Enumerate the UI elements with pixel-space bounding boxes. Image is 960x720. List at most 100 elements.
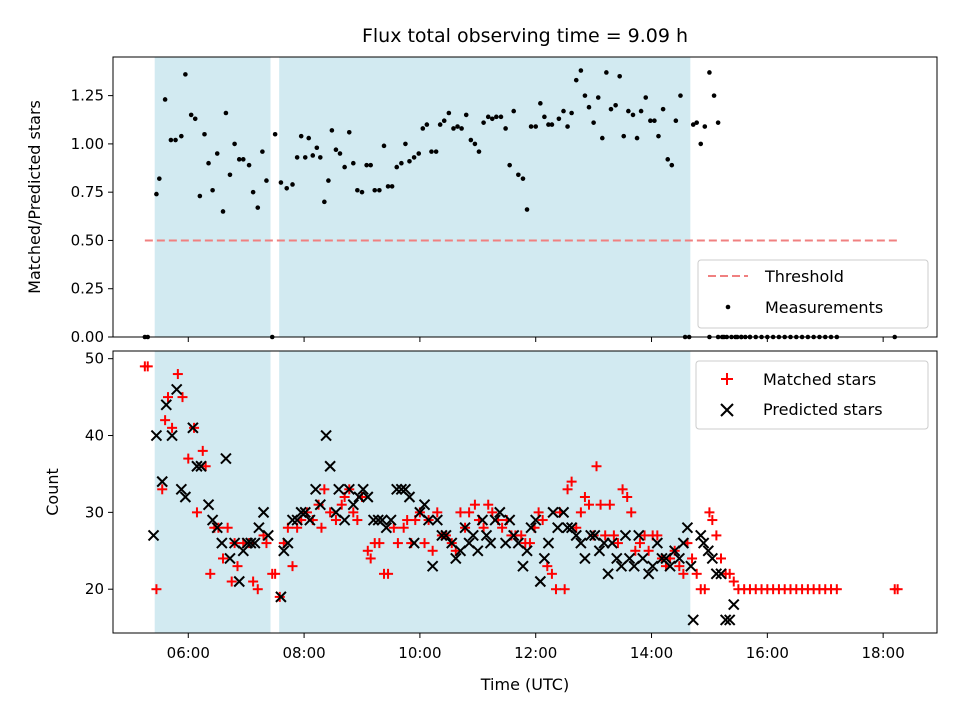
matched-star-point [562,484,573,495]
measurement-point [542,114,547,120]
measurement-point [385,184,391,189]
x-tick-label: 08:00 [282,644,325,662]
predicted-star-point [706,552,719,565]
measurement-point [711,93,717,98]
legend-predicted-label: Predicted stars [763,400,883,419]
y-tick-label: 0.75 [71,183,104,201]
matched-star-point [432,507,443,518]
measurement-point [459,126,464,131]
matched-star-point [691,568,702,579]
y-tick-label: 0.00 [71,328,104,346]
predicted-star-point [160,399,172,411]
measurement-point [284,186,290,191]
predicted-star-point [719,614,732,626]
measurement-point [561,108,566,114]
measurement-point [648,118,653,124]
measurement-point [690,122,696,127]
matched-star-point [325,507,336,518]
matched-star-point [362,545,373,556]
measurement-point [569,110,574,116]
measurement-point [298,133,304,139]
measurement-point [538,101,543,106]
measurement-point [498,114,504,120]
predicted-star-point [538,552,551,565]
predicted-star-point [211,522,223,534]
measurement-point [437,122,443,127]
measurement-point [342,164,347,170]
predicted-star-point [253,522,265,534]
predicted-star-point [220,452,232,465]
measurement-point [586,104,592,110]
matched-star-point [707,515,718,526]
measurement-point [318,155,323,160]
matched-star-point [244,538,255,549]
predicted-star-point [715,568,727,580]
predicted-star-point [697,537,710,549]
bottom-legend-box [695,360,929,430]
y-tick-label: 1.00 [71,135,104,153]
measurement-point [154,191,159,197]
measurement-point [481,120,486,125]
matched-star-point [652,530,663,541]
matched-star-point [711,530,722,541]
predicted-star-point [557,506,570,519]
y-tick-label: 0.25 [71,280,104,298]
bottom-panel: 06:00 08:00 10:00 12:00 14:00 16:00 18:00 20 30 4… [43,350,938,694]
measurement-point [608,106,614,112]
measurement-point [707,70,712,75]
measurement-point [236,157,242,162]
measurement-point [188,112,194,118]
matched-star-point [172,369,183,380]
measurement-point [694,120,699,125]
matched-star-point [319,484,330,495]
predicted-star-point [408,537,420,549]
matched-star-point [419,538,430,549]
predicted-star-point [385,514,397,526]
measurement-point [511,108,517,114]
measurement-point [507,162,512,168]
predicted-star-point [530,514,542,526]
measurement-point [472,141,478,147]
measurement-point [595,95,601,100]
predicted-star-point [275,591,287,603]
matched-star-point [497,522,508,533]
measurement-point [333,147,339,152]
predicted-star-point [517,560,529,572]
predicted-star-point [484,537,497,549]
matched-star-point [674,561,685,572]
predicted-star-point [391,483,403,496]
measurement-point [573,77,579,83]
measurement-point [549,122,555,127]
bottom-axes-frame [112,350,938,634]
measurement-point [621,133,627,139]
x-tick-label: 16:00 [746,644,789,662]
y-tick-label: 30 [85,503,104,521]
matched-star-point [678,568,689,579]
measurement-point [643,95,649,100]
bottom-ylabel: Count [43,468,62,516]
matched-star-point [687,553,698,564]
y-tick-label: 50 [85,350,104,368]
matched-star-point [261,538,272,549]
matched-star-point [622,491,633,502]
measurement-point [359,189,365,195]
predicted-star-point [422,514,435,526]
measurement-point [516,172,521,178]
legend-threshold-label: Threshold [764,267,844,286]
predicted-star-point [637,552,649,565]
matched-star-point [455,507,466,518]
matched-star-point [348,507,359,518]
predicted-star-point [467,529,479,542]
predicted-star-point [320,429,332,442]
x-tick-label: 06:00 [167,644,210,662]
measurement-point [351,160,356,166]
measurement-point [346,130,352,135]
measurement-point [698,141,704,147]
measurement-point [250,189,256,195]
predicted-star-point [245,537,257,549]
matched-star-point [313,499,324,510]
predicted-star-point [278,545,290,557]
measurement-point [314,145,320,151]
measurement-point [389,184,395,189]
y-tick-label: 0.50 [71,231,104,249]
